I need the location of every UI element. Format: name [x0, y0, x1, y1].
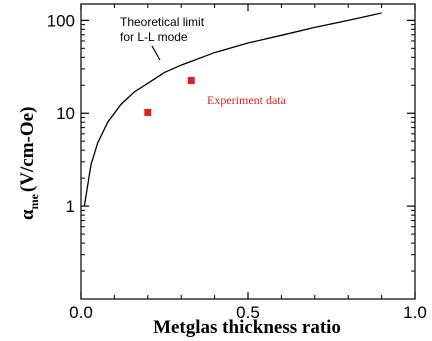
- x-tick-label: 0.0: [69, 303, 93, 322]
- y-tick-label: 100: [47, 11, 75, 30]
- annotation-experiment: Experiment data: [207, 93, 287, 107]
- svg-text:αme(V/cm-Oe): αme(V/cm-Oe): [17, 107, 41, 220]
- y-axis-title: αme(V/cm-Oe): [17, 107, 41, 220]
- x-tick-label: 1.0: [403, 303, 427, 322]
- theoretical-limit-line: [83, 12, 382, 207]
- y-axis-unit: (V/cm-Oe): [17, 107, 38, 192]
- y-tick-label: 10: [56, 104, 75, 123]
- experiment-point: [187, 77, 195, 85]
- experiment-point: [144, 108, 152, 116]
- ticks: [80, 4, 416, 299]
- x-tick-label: 0.5: [236, 303, 260, 322]
- plot-frame: [80, 3, 416, 300]
- annotation-theoretical-line2: for L-L mode: [120, 30, 188, 44]
- y-axis-subscript: me: [27, 193, 41, 209]
- y-axis-symbol: α: [17, 209, 38, 220]
- tick-labels: 0.0 0.5 1.0 1 10 100: [47, 11, 427, 322]
- annotation-theoretical-line1: Theoretical limit: [120, 15, 205, 29]
- y-tick-label: 1: [66, 197, 75, 216]
- experiment-points: [144, 77, 195, 116]
- annotation-leader-line: [151, 45, 161, 61]
- x-axis-title: Metglas thickness ratio: [153, 317, 341, 338]
